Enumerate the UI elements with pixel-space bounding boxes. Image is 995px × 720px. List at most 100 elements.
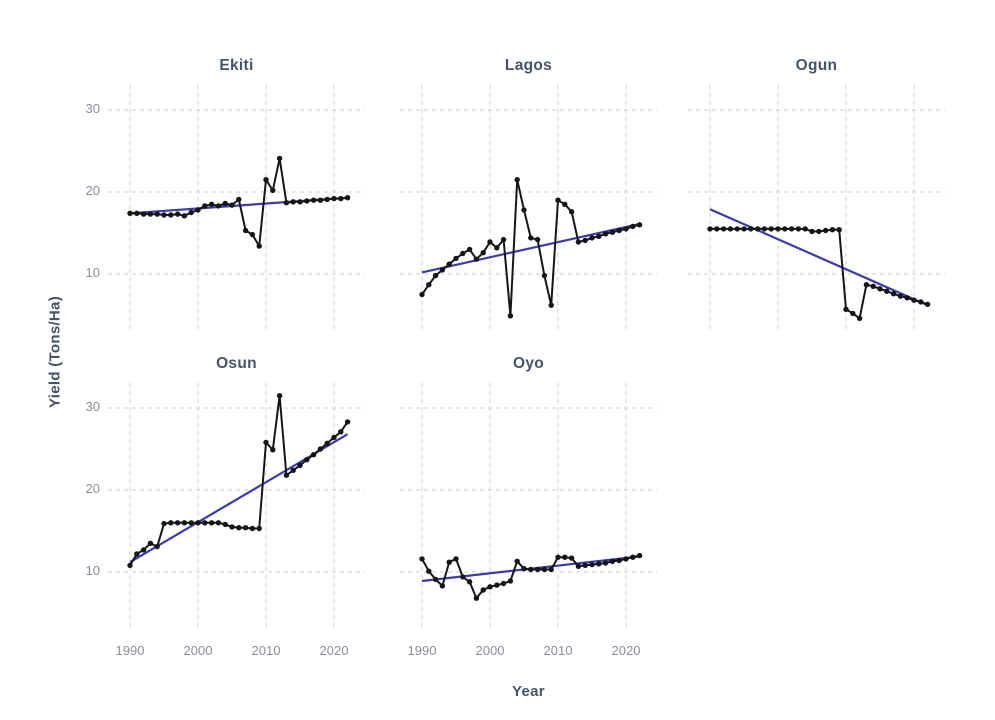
data-point [297,462,303,469]
data-point [528,235,534,241]
data-point [181,213,188,219]
data-point [324,440,330,446]
data-point [836,227,842,233]
data-point [317,197,324,203]
data-point [521,207,527,213]
data-point [924,301,931,307]
data-point [297,199,303,205]
x-tick-label: 2000 [183,643,213,658]
plot-area-osun [108,383,365,630]
plot-area-ekiti [108,85,365,332]
data-point [596,561,602,567]
data-point [816,228,822,235]
data-point [877,286,883,292]
data-point [161,520,167,527]
data-point [453,255,459,262]
data-point [127,210,133,216]
data-point [636,552,643,559]
data-point [630,554,636,560]
data-point [270,187,276,194]
data-point [602,560,609,566]
data-point [338,195,344,202]
data-point [263,439,269,446]
data-point [324,196,330,203]
data-point [829,227,836,233]
y-axis-title: Yield (Tons/Ha) [46,295,64,409]
data-point [761,226,768,232]
data-point [809,228,815,235]
data-point [127,562,133,569]
trend-line [709,208,929,307]
data-point [918,299,924,305]
data-point [426,568,432,574]
data-point [843,306,849,312]
data-point [242,227,249,234]
data-point [850,310,856,317]
data-point [222,200,228,207]
data-point [263,177,269,183]
data-point [466,246,473,253]
data-point [754,226,761,232]
data-point [795,226,802,232]
data-point [276,393,283,399]
data-point [623,226,629,232]
data-point [439,583,446,589]
data-point [188,520,194,526]
facet-title-lagos: Lagos [504,57,553,74]
y-tick-label: 30 [85,101,100,116]
facet-panel-ogun: Ogun [688,57,945,332]
data-point [310,452,317,458]
data-point [568,555,575,561]
data-point [317,446,324,452]
data-point [582,237,588,244]
data-point [582,562,588,569]
data-point [304,198,310,204]
plot-area-lagos [400,85,657,332]
data-point [500,580,507,587]
data-point [589,561,595,568]
data-point [562,201,568,207]
data-point [276,155,283,162]
data-point [249,525,256,532]
data-point [487,239,493,245]
y-tick-label: 10 [85,265,100,280]
data-point [863,282,870,288]
data-point [208,520,215,526]
data-point [822,227,829,234]
y-tick-label: 10 [85,563,100,578]
plot-area-ogun [688,85,945,332]
data-point [609,558,616,564]
data-point [439,267,446,273]
data-point [897,293,904,299]
data-point [181,520,188,526]
series-line [129,394,349,566]
data-point [460,250,466,257]
data-point [202,203,208,209]
facet-panel-ekiti: Ekiti 30 20 10 [86,57,365,332]
data-point [568,209,575,215]
data-point [344,195,351,201]
plot-area-oyo [400,383,657,630]
data-point [161,212,167,218]
data-point [727,226,734,232]
data-point [575,563,582,569]
data-point [534,566,541,573]
data-point [270,447,276,453]
data-point [236,525,242,531]
data-point [714,226,720,232]
data-point [768,226,774,232]
data-point [344,419,351,425]
data-point [623,556,629,562]
data-point [154,211,160,217]
data-point [534,236,541,243]
data-point [283,472,290,478]
data-point [154,543,160,550]
data-point [555,554,561,560]
data-point [147,540,154,546]
data-point [140,547,147,553]
data-point [548,566,554,573]
data-point [229,202,235,208]
facet-panel-oyo: Oyo 1990 2000 2010 2020 [400,355,657,658]
data-point [911,297,917,303]
data-point [310,197,317,203]
